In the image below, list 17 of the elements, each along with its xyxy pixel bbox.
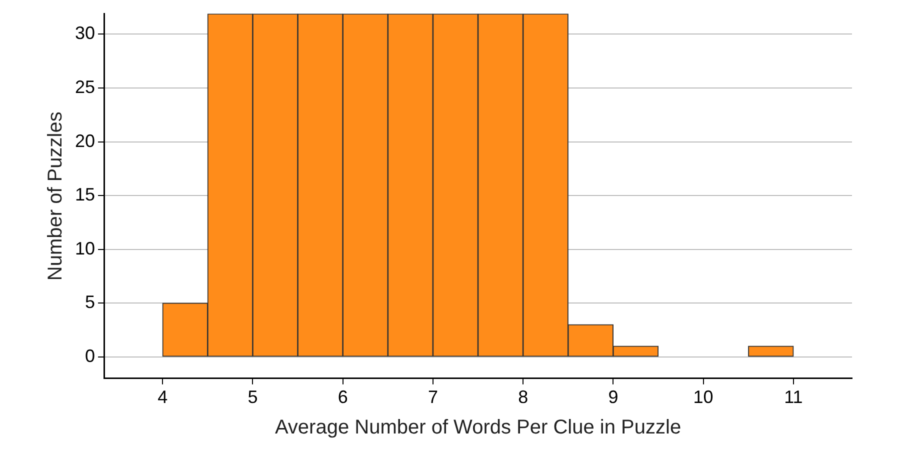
x-tick-label: 11 (784, 387, 803, 408)
x-tick-label: 6 (338, 387, 348, 408)
y-tick-label: 10 (74, 238, 96, 258)
x-tick-label: 10 (693, 387, 714, 408)
x-tick-label: 4 (158, 387, 168, 408)
y-tick-label: 20 (74, 130, 96, 151)
x-tick-label: 7 (428, 387, 438, 408)
y-tick-label: 15 (74, 184, 96, 205)
x-tick-label: 5 (248, 387, 258, 408)
y-tick-label: 30 (74, 23, 96, 44)
y-tick-label: 0 (85, 346, 96, 366)
x-axis-title: Average Number of Words Per Clue in Puzzle (274, 416, 682, 439)
x-tick-label: 9 (608, 387, 618, 408)
x-tick-label: 8 (518, 387, 528, 408)
y-tick-label: 5 (85, 292, 96, 312)
y-axis-title: Number of Puzzles (44, 112, 67, 281)
y-tick-label: 25 (74, 76, 96, 97)
